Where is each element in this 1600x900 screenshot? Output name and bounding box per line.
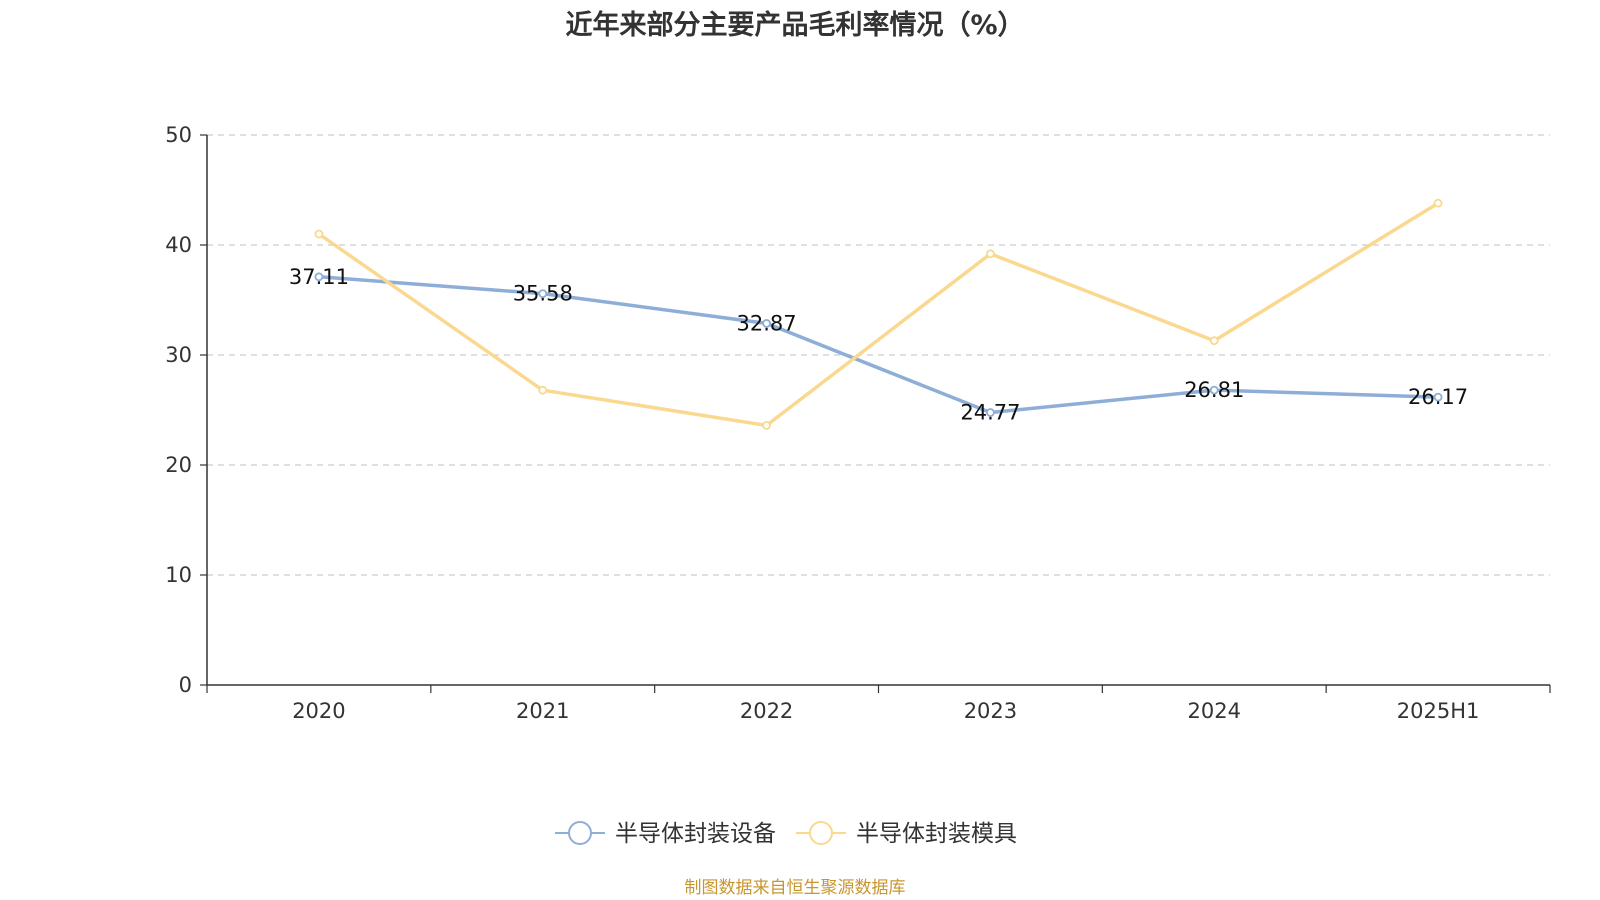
x-tick-label: 2022 (740, 699, 793, 723)
data-label: 26.17 (1408, 385, 1468, 409)
x-tick-label: 2024 (1188, 699, 1241, 723)
chart-title: 近年来部分主要产品毛利率情况（%） (565, 9, 1024, 41)
series-line (317, 201, 1439, 428)
y-tick-label: 30 (165, 343, 192, 367)
legend-label: 半导体封装设备 (615, 821, 776, 847)
data-point (1209, 385, 1219, 395)
data-point (1433, 392, 1443, 402)
x-tick-label: 2021 (516, 699, 569, 723)
data-point (314, 272, 324, 282)
source-note: 制图数据来自恒生聚源数据库 (685, 878, 906, 898)
data-labels: 37.11 35.58 32.87 24.77 26.81 26.17 (289, 265, 1468, 425)
y-tick-label: 40 (165, 233, 192, 257)
data-label: 35.58 (513, 282, 573, 306)
x-tick-label: 2023 (964, 699, 1017, 723)
data-label: 32.87 (737, 311, 797, 335)
y-tick-label: 0 (179, 673, 192, 697)
y-tick-label: 50 (165, 123, 192, 147)
legend-item[interactable]: 半导体封装模具 (796, 821, 1017, 847)
data-point (986, 408, 995, 417)
legend-marker (809, 821, 833, 845)
data-point (538, 385, 548, 395)
data-point (986, 249, 995, 259)
data-label: 24.77 (960, 401, 1020, 425)
y-tick-label: 20 (165, 453, 192, 477)
x-tick-label: 2025H1 (1397, 699, 1480, 723)
gridlines (207, 134, 1550, 576)
data-point (538, 289, 548, 299)
legend[interactable]: 半导体封装设备 半导体封装模具 (555, 821, 1017, 847)
series-lines (314, 198, 1443, 430)
series-line (318, 275, 1439, 415)
x-tick-label: 2020 (292, 699, 345, 723)
legend-item[interactable]: 半导体封装设备 (555, 821, 776, 847)
legend-label: 半导体封装模具 (856, 821, 1017, 847)
data-point (762, 420, 771, 430)
data-point (1209, 336, 1219, 346)
y-tick-label: 10 (165, 563, 192, 587)
data-label: 37.11 (289, 265, 349, 289)
data-label: 26.81 (1184, 378, 1244, 402)
data-point (762, 319, 771, 328)
legend-marker (568, 821, 592, 845)
data-point (314, 229, 324, 239)
data-point (1433, 198, 1443, 208)
axes: 0 10 20 30 40 50 2020 2021 2022 2023 2024 2025H1 (165, 123, 1551, 723)
